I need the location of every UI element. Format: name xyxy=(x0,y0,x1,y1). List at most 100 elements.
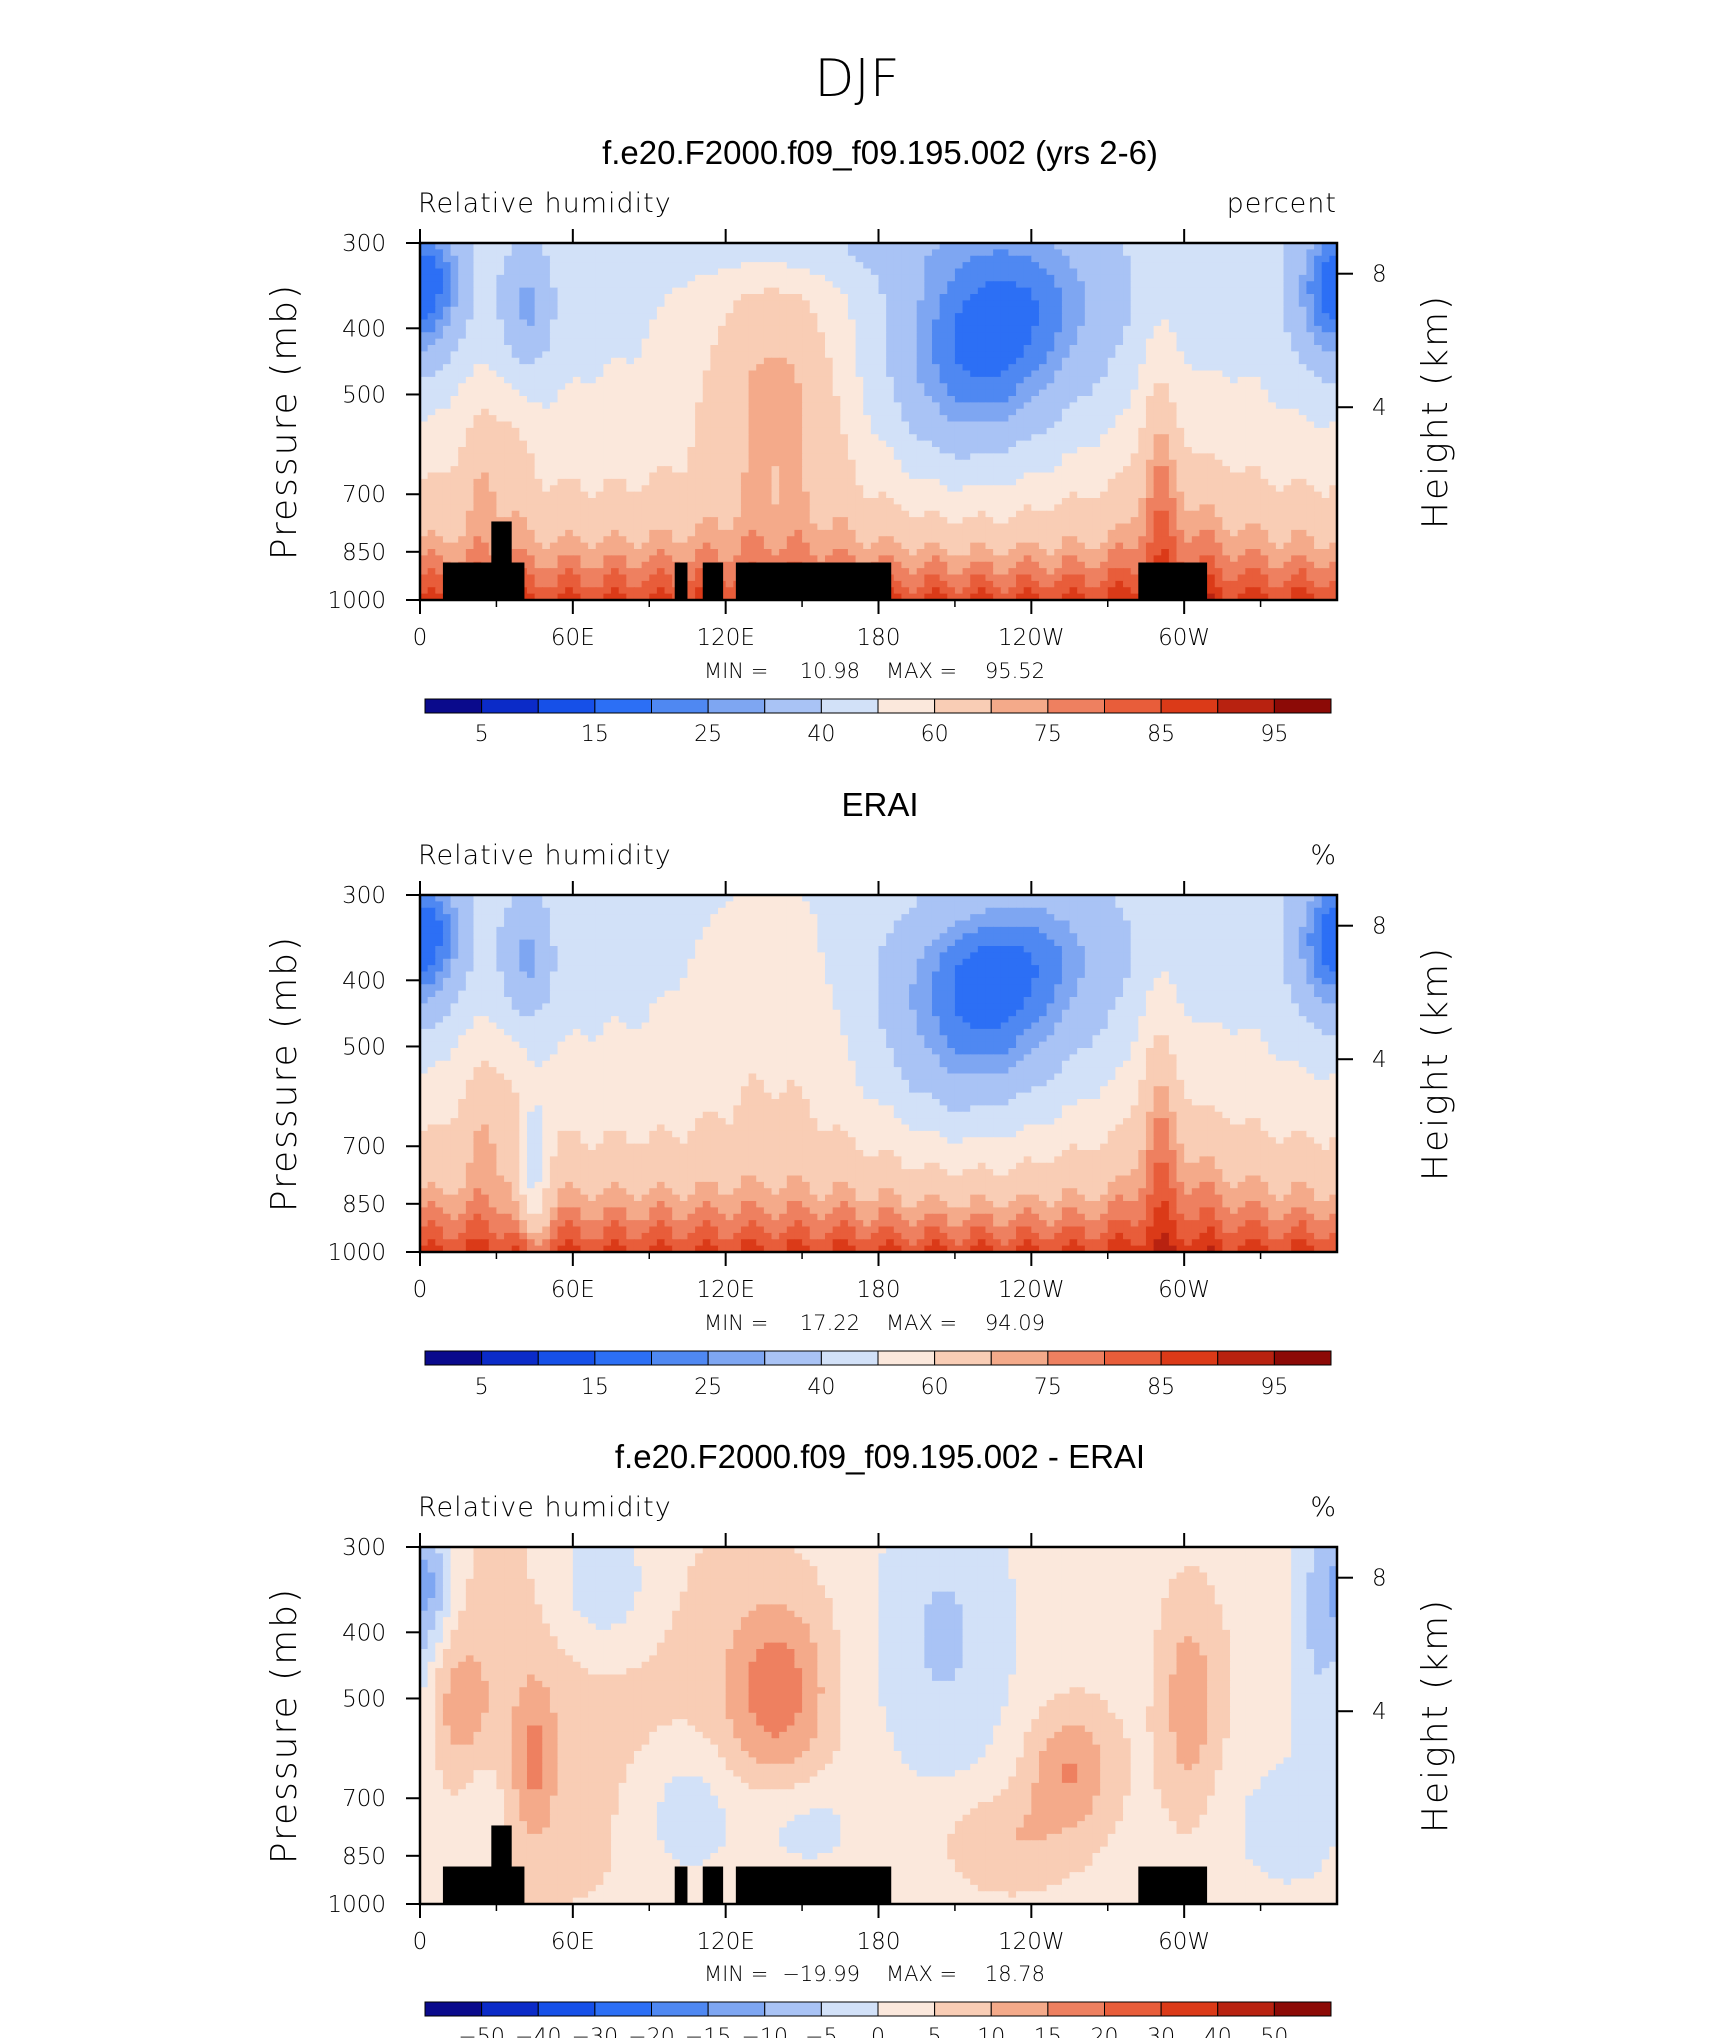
field-cell xyxy=(1321,408,1330,416)
field-cell xyxy=(985,294,994,301)
field-cell xyxy=(511,370,520,378)
field-cell xyxy=(1314,325,1323,333)
field-cell xyxy=(1237,427,1246,435)
field-cell xyxy=(779,466,788,474)
field-cell xyxy=(450,357,459,365)
field-cell xyxy=(954,478,964,486)
field-cell xyxy=(626,357,635,365)
field-cell xyxy=(519,300,528,308)
field-cell xyxy=(611,427,620,435)
field-cell xyxy=(519,491,528,499)
field-cell xyxy=(1054,440,1063,448)
field-cell xyxy=(557,485,566,493)
field-cell xyxy=(878,447,887,454)
field-cell xyxy=(435,268,444,276)
field-cell xyxy=(1138,478,1147,486)
field-cell xyxy=(542,376,551,384)
field-cell xyxy=(1283,262,1292,270)
field-cell xyxy=(702,389,711,397)
field-cell xyxy=(1321,370,1330,378)
field-cell xyxy=(962,498,971,505)
contour-field xyxy=(420,243,1338,601)
field-cell xyxy=(1061,325,1071,333)
field-cell xyxy=(878,313,887,321)
field-cell xyxy=(1107,421,1116,429)
field-cell xyxy=(565,243,574,250)
field-cell xyxy=(588,338,597,346)
field-cell xyxy=(1115,345,1124,352)
field-cell xyxy=(962,345,971,352)
field-cell xyxy=(825,332,834,340)
field-cell xyxy=(1038,408,1048,416)
field-cell xyxy=(740,427,750,435)
field-cell xyxy=(817,415,826,423)
field-cell xyxy=(1153,249,1162,257)
field-cell xyxy=(740,396,750,403)
field-cell xyxy=(496,243,505,250)
field-cell xyxy=(779,498,788,505)
field-cell xyxy=(526,421,536,429)
field-cell xyxy=(931,415,941,423)
field-cell xyxy=(832,402,841,410)
field-cell xyxy=(718,262,727,270)
field-cell xyxy=(1161,332,1170,340)
field-cell xyxy=(458,491,467,499)
field-cell xyxy=(1000,287,1010,295)
field-cell xyxy=(687,345,696,352)
field-cell xyxy=(954,466,964,474)
field-cell xyxy=(1306,466,1315,474)
field-cell xyxy=(481,243,490,250)
field-cell xyxy=(1306,459,1315,467)
field-cell xyxy=(557,268,566,276)
field-cell xyxy=(565,249,574,257)
field-cell xyxy=(1260,472,1269,480)
field-cell xyxy=(809,415,818,423)
field-cell xyxy=(656,453,666,461)
field-cell xyxy=(1184,325,1193,333)
field-cell xyxy=(1107,300,1116,308)
field-cell xyxy=(1245,338,1254,346)
field-cell xyxy=(565,498,574,505)
field-cell xyxy=(679,351,689,359)
field-cell xyxy=(1100,255,1109,263)
field-cell xyxy=(740,319,750,327)
field-cell xyxy=(1222,319,1231,327)
field-cell xyxy=(993,415,1002,423)
field-cell xyxy=(1275,332,1285,340)
field-cell xyxy=(939,300,948,308)
field-cell xyxy=(763,357,773,365)
field-cell xyxy=(526,434,536,442)
field-cell xyxy=(687,370,696,378)
field-cell xyxy=(878,249,887,257)
field-cell xyxy=(496,396,505,403)
field-cell xyxy=(809,421,818,429)
field-cell xyxy=(1069,415,1078,423)
field-cell xyxy=(488,274,498,282)
field-cell xyxy=(794,383,803,391)
field-cell xyxy=(496,421,505,429)
field-cell xyxy=(985,415,994,423)
field-cell xyxy=(603,478,612,486)
field-cell xyxy=(886,402,895,410)
field-cell xyxy=(1161,389,1170,397)
field-cell xyxy=(1230,466,1239,474)
field-cell xyxy=(442,485,452,493)
field-cell xyxy=(756,389,765,397)
field-cell xyxy=(618,281,627,289)
field-cell xyxy=(1161,498,1170,505)
field-cell xyxy=(763,306,773,314)
field-cell xyxy=(580,466,589,474)
field-cell xyxy=(939,332,948,340)
field-cell xyxy=(1077,351,1086,359)
field-cell xyxy=(1260,459,1269,467)
field-cell xyxy=(1214,255,1223,263)
field-cell xyxy=(1069,357,1078,365)
field-cell xyxy=(1252,357,1262,365)
field-cell xyxy=(870,415,880,423)
field-cell xyxy=(840,491,849,499)
field-cell xyxy=(740,351,750,359)
field-cell xyxy=(626,440,635,448)
field-cell xyxy=(993,345,1002,352)
field-cell xyxy=(496,319,505,327)
field-cell xyxy=(1252,434,1262,442)
